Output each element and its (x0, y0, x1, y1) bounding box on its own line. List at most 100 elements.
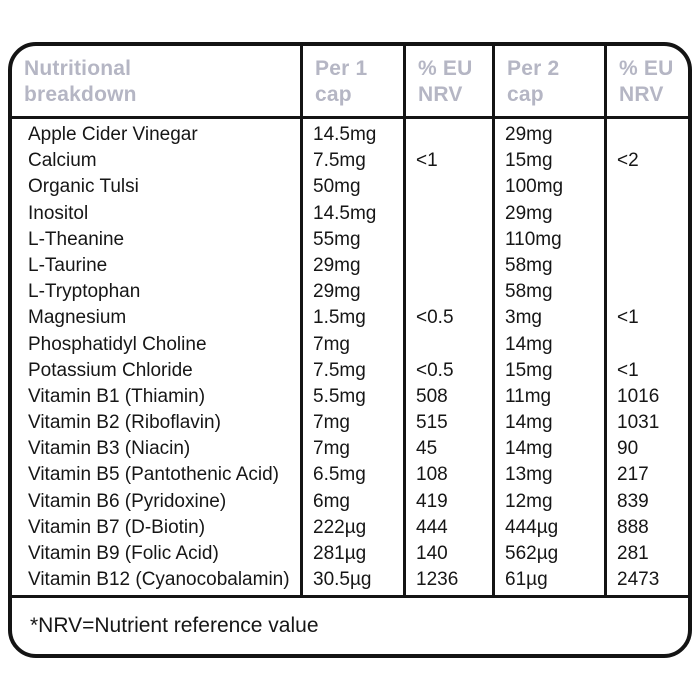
per1-value-cell: 1.5mg (313, 307, 366, 329)
nrv1-value-cell: 45 (416, 438, 438, 460)
nutrient-name-cell: Vitamin B2 (Riboflavin) (28, 412, 221, 434)
nutrient-name-cell: Vitamin B7 (D-Biotin) (28, 516, 206, 538)
nrv2-value-cell (607, 201, 688, 227)
column-per-1-cap: 14.5mg 7.5mg 50mg 14.5mg 55mg 29mg 29mg 1.5mg 7m… (303, 119, 406, 595)
nutrient-name-cell: Vitamin B6 (Pyridoxine) (28, 490, 227, 512)
column-per-2-cap: 29mg 15mg 100mg 29mg 110mg 58mg 58mg 3mg 14mg 15m… (495, 119, 607, 595)
nrv1-value-cell (406, 227, 492, 253)
per2-value-cell: 58mg (505, 281, 553, 303)
nrv1-value-cell (406, 253, 492, 279)
per1-value-cell: 7.5mg (313, 150, 366, 172)
column-eu-nrv-1: <1 <0.5 <0.5 508 515 45 108 419 444 140 1236 (406, 119, 495, 595)
per1-value-cell: 281µg (313, 543, 367, 564)
nutrient-name-cell: Vitamin B1 (Thiamin) (28, 385, 206, 407)
nrv1-value-cell (406, 279, 492, 305)
nrv2-value-cell (607, 279, 688, 305)
per1-value-cell: 55mg (313, 228, 361, 250)
nrv1-value-cell: 419 (416, 490, 448, 512)
nutrient-name-cell: L-Taurine (28, 254, 108, 276)
nrv1-value-cell: 140 (416, 543, 448, 564)
column-nutrient-names: Apple Cider Vinegar Calcium Organic Tulsi I… (12, 119, 303, 595)
nutrient-name-cell: Organic Tulsi (28, 176, 139, 198)
nrv2-value-cell: 888 (617, 516, 649, 538)
per2-value-cell: 3mg (505, 307, 542, 329)
nrv2-value-cell: <1 (617, 307, 639, 329)
per2-value-cell: 100mg (505, 176, 564, 198)
nrv1-value-cell: <1 (416, 150, 438, 172)
per1-value-cell: 29mg (313, 254, 361, 276)
per1-value-cell: 6mg (313, 490, 350, 512)
nrv2-value-cell (607, 332, 688, 358)
nrv2-value-cell: 2473 (617, 569, 660, 591)
nrv1-value-cell: 508 (416, 385, 448, 407)
nrv1-value-cell (406, 201, 492, 227)
nrv2-value-cell: 90 (617, 438, 639, 460)
nrv2-value-cell: 1016 (617, 385, 660, 407)
nutrient-name-cell: Magnesium (28, 307, 127, 329)
per2-value-cell: 58mg (505, 254, 553, 276)
nrv1-value-cell: 515 (416, 412, 448, 434)
per2-value-cell: 14mg (505, 412, 553, 434)
per1-value-cell: 29mg (313, 281, 361, 303)
per2-value-cell: 110mg (505, 228, 562, 250)
table-body: Apple Cider Vinegar Calcium Organic Tulsi I… (12, 119, 688, 595)
per1-value-cell: 50mg (313, 176, 361, 198)
nutrient-name-cell: Apple Cider Vinegar (28, 124, 198, 145)
nrv1-value-cell: 108 (416, 464, 448, 486)
footnote: *NRV=Nutrient reference value (12, 595, 688, 654)
per2-value-cell: 61µg (505, 569, 548, 591)
per2-value-cell: 15mg (505, 359, 553, 381)
nrv2-value-cell: <1 (617, 359, 639, 381)
nrv1-value-cell: <0.5 (416, 307, 454, 329)
nutrient-name-cell: Phosphatidyl Choline (28, 333, 207, 355)
header-cell-eu-nrv-1: % EU NRV (406, 46, 495, 116)
nrv2-value-cell: 281 (617, 543, 649, 564)
per1-value-cell: 14.5mg (313, 202, 377, 224)
nrv2-value-cell: 839 (617, 490, 649, 512)
nutrition-table: Nutritional breakdown Per 1 cap % EU NRV… (8, 42, 692, 658)
header-cell-eu-nrv-2: % EU NRV (619, 57, 674, 106)
header-cell-per-2-cap: Per 2 cap (495, 46, 607, 116)
nrv1-value-cell (406, 122, 492, 148)
nrv1-value-cell: <0.5 (416, 359, 454, 381)
per1-value-cell: 7.5mg (313, 359, 366, 381)
per2-value-cell: 562µg (505, 543, 559, 564)
nrv2-value-cell (607, 122, 688, 148)
per2-value-cell: 29mg (505, 202, 553, 224)
nrv1-value-cell: 1236 (416, 569, 459, 591)
nutrient-name-cell: Calcium (28, 150, 97, 172)
nutrient-name-cell: L-Tryptophan (28, 281, 141, 303)
per1-value-cell: 6.5mg (313, 464, 366, 486)
per1-value-cell: 5.5mg (313, 385, 366, 407)
nrv2-value-cell: 217 (617, 464, 649, 486)
nrv2-value-cell: <2 (617, 150, 639, 172)
nrv1-value-cell (406, 174, 492, 200)
header-cell-per-1-cap: Per 1 cap (303, 46, 406, 116)
column-eu-nrv-2: <2 <1 <1 1016 1031 90 217 839 888 281 2473 (607, 119, 688, 595)
nrv1-value-cell: 444 (416, 516, 448, 538)
nutrient-name-cell: Vitamin B3 (Niacin) (28, 438, 191, 460)
per2-value-cell: 13mg (505, 464, 553, 486)
per2-value-cell: 14mg (505, 333, 553, 355)
nutrient-name-cell: Inositol (28, 202, 89, 224)
per1-value-cell: 30.5µg (313, 569, 372, 591)
per2-value-cell: 14mg (505, 438, 553, 460)
nutrient-name-cell: L-Theanine (28, 228, 125, 250)
nutrient-name-cell: Vitamin B12 (Cyanocobalamin) (28, 569, 290, 591)
per2-value-cell: 11mg (505, 385, 552, 407)
nutrient-name-cell: Potassium Chloride (28, 359, 193, 381)
per1-value-cell: 7mg (313, 412, 350, 434)
per1-value-cell: 7mg (313, 438, 350, 460)
per2-value-cell: 12mg (505, 490, 553, 512)
per1-value-cell: 222µg (313, 516, 367, 538)
nrv1-value-cell (406, 332, 492, 358)
nrv2-value-cell: 1031 (617, 412, 660, 434)
nutrient-name-cell: Vitamin B5 (Pantothenic Acid) (28, 464, 280, 486)
nutrient-name-cell: Vitamin B9 (Folic Acid) (28, 543, 219, 564)
per2-value-cell: 15mg (505, 150, 553, 172)
per2-value-cell: 29mg (505, 124, 553, 145)
per2-value-cell: 444µg (505, 516, 559, 538)
per1-value-cell: 14.5mg (313, 124, 377, 145)
nrv2-value-cell (607, 227, 688, 253)
